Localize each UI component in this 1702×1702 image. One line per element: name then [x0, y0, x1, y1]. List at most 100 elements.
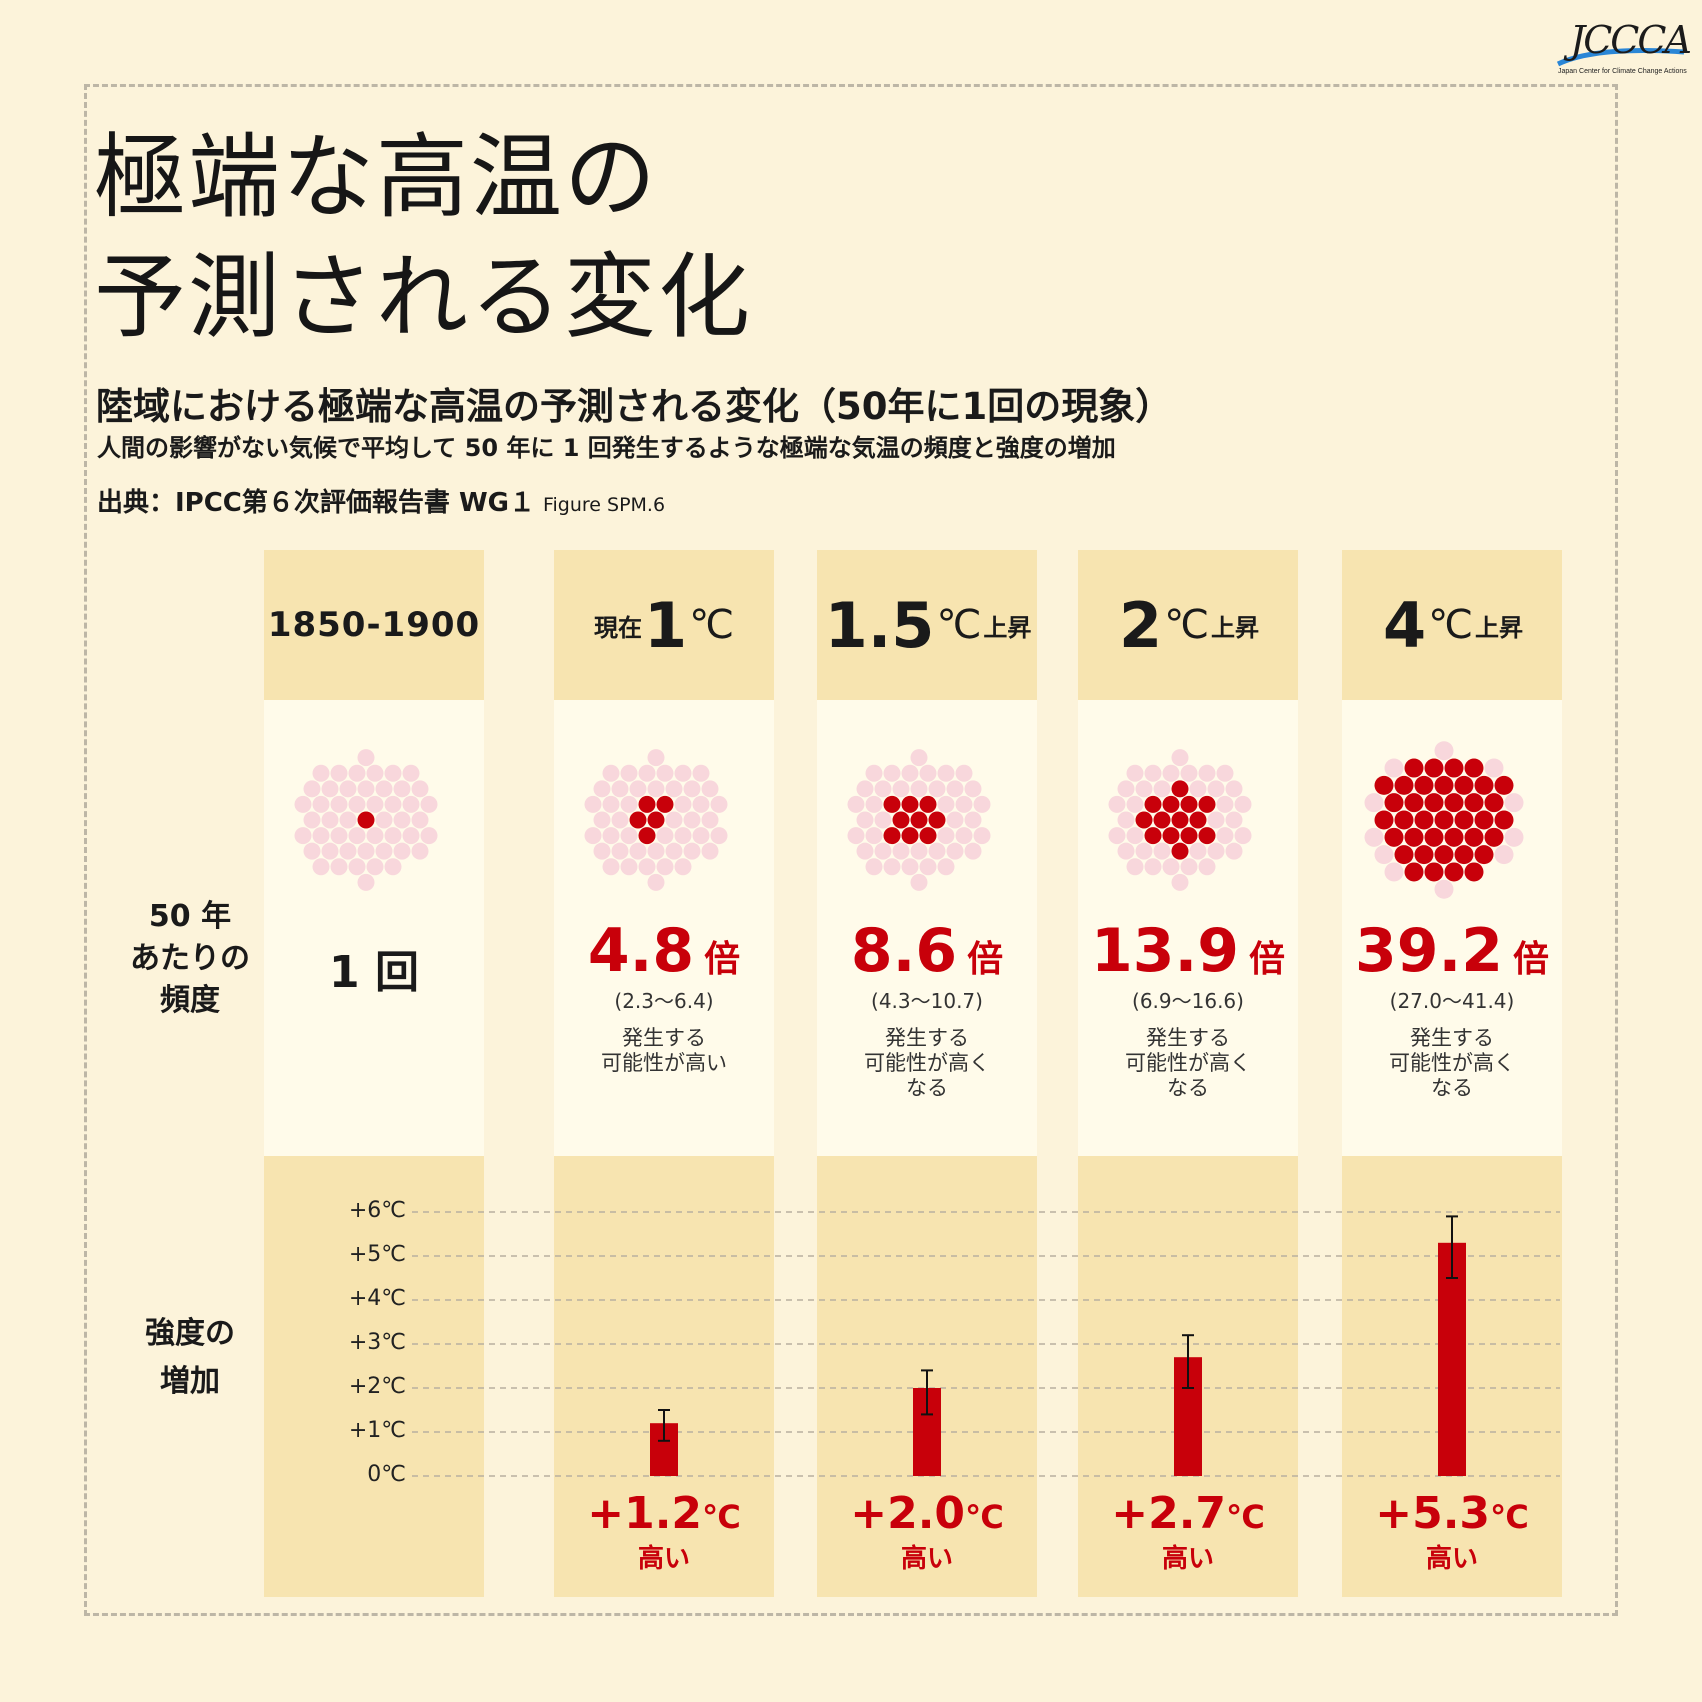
frequency-dot-highlighted	[1494, 810, 1514, 830]
intensity-high-label: 高い	[637, 1544, 690, 1574]
frequency-dot	[928, 780, 946, 798]
frequency-dot	[1162, 764, 1180, 782]
frequency-dot-highlighted	[1444, 862, 1464, 882]
frequency-dot-highlighted	[1444, 758, 1464, 778]
frequency-dot	[384, 827, 402, 845]
frequency-dot	[339, 842, 357, 860]
likelihood-text: 発生する 可能性が高く なる	[1342, 1026, 1562, 1101]
frequency-dot	[883, 858, 901, 876]
frequency-dot	[375, 842, 393, 860]
column-header: 1850-1900	[264, 550, 484, 700]
jccca-logo: JCCCA Japan Center for Climate Change Ac…	[1556, 16, 1692, 80]
frequency-dot-highlighted	[1171, 811, 1189, 829]
intensity-high-label: 高い	[900, 1544, 953, 1574]
frequency-dot	[411, 780, 429, 798]
base-count-label: 1 回	[329, 947, 419, 998]
frequency-dot	[865, 795, 883, 813]
title-line-1: 極端な高温の	[94, 124, 659, 231]
frequency-dot	[294, 795, 312, 813]
column-header: 2 ℃ 上昇	[1078, 550, 1298, 700]
frequency-dot	[593, 811, 611, 829]
intensity-unit: ℃	[1226, 1498, 1265, 1536]
intensity-high-label: 高い	[1161, 1544, 1214, 1574]
frequency-dot-highlighted	[1484, 827, 1504, 847]
y-tick-label: +1℃	[348, 1418, 406, 1443]
frequency-dot	[321, 842, 339, 860]
frequency-dot	[910, 842, 928, 860]
intensity-number: +2.7	[1111, 1488, 1227, 1539]
frequency-dot	[1153, 780, 1171, 798]
frequency-dot	[1135, 780, 1153, 798]
frequency-dot	[1374, 845, 1394, 865]
frequency-dot-highlighted	[1135, 811, 1153, 829]
frequency-dot	[1207, 780, 1225, 798]
frequency-dot	[348, 858, 366, 876]
error-bar	[1446, 1215, 1458, 1279]
frequency-dot	[620, 795, 638, 813]
row-label-frequency-line: 50 年	[148, 899, 232, 934]
frequency-dot	[865, 764, 883, 782]
frequency-dot	[366, 827, 384, 845]
frequency-dot	[910, 780, 928, 798]
frequency-dot	[683, 811, 701, 829]
source-figure: Figure SPM.6	[542, 494, 666, 516]
frequency-dot	[1117, 842, 1135, 860]
likelihood-line: なる	[1431, 1076, 1473, 1100]
frequency-dot	[937, 858, 955, 876]
frequency-dot-highlighted	[647, 811, 665, 829]
frequency-dot	[339, 780, 357, 798]
frequency-dot	[330, 795, 348, 813]
frequency-dot-highlighted	[1474, 845, 1494, 865]
frequency-dot	[955, 795, 973, 813]
frequency-dot	[955, 827, 973, 845]
frequency-dot	[674, 795, 692, 813]
frequency-multiplier: 4.8 倍	[554, 916, 774, 986]
frequency-dot	[593, 842, 611, 860]
frequency-dot	[312, 795, 330, 813]
frequency-dot	[1494, 845, 1514, 865]
likelihood-line: なる	[906, 1076, 948, 1100]
frequency-dot-highlighted	[1474, 810, 1494, 830]
frequency-dot-highlighted	[638, 795, 656, 813]
frequency-dot	[602, 795, 620, 813]
frequency-dot	[620, 764, 638, 782]
frequency-dot	[393, 780, 411, 798]
y-tick-label: +5℃	[348, 1242, 406, 1267]
frequency-dot	[683, 842, 701, 860]
error-bar	[1182, 1334, 1194, 1389]
multiplier-unit: 倍	[1513, 939, 1550, 980]
frequency-dot	[1117, 780, 1135, 798]
frequency-dot	[946, 842, 964, 860]
frequency-dot-highlighted	[1171, 842, 1189, 860]
frequency-dot	[683, 780, 701, 798]
frequency-dot	[1504, 793, 1524, 813]
column-intensity-bg	[554, 1156, 774, 1597]
column-header-tail: 上昇	[1211, 613, 1260, 642]
frequency-dot	[892, 780, 910, 798]
frequency-dot	[847, 827, 865, 845]
frequency-dot	[303, 842, 321, 860]
frequency-dot	[910, 873, 928, 891]
frequency-dot	[665, 811, 683, 829]
frequency-dot	[1504, 827, 1524, 847]
title-line-2: 予測される変化	[94, 244, 753, 351]
column-header-bg	[264, 550, 484, 700]
frequency-dot	[701, 842, 719, 860]
intensity-number: +5.3	[1375, 1488, 1491, 1539]
column-header-unit: ℃	[1164, 602, 1210, 648]
frequency-dot-highlighted	[1424, 827, 1444, 847]
frequency-dot-highlighted	[1153, 811, 1171, 829]
frequency-dot-highlighted	[1424, 862, 1444, 882]
frequency-dot-highlighted	[638, 827, 656, 845]
row-label-intensity: 強度の 増加	[120, 1310, 260, 1406]
frequency-dot	[330, 827, 348, 845]
likelihood-line: 発生する	[622, 1026, 706, 1050]
frequency-dot	[710, 795, 728, 813]
frequency-dot	[656, 827, 674, 845]
frequency-dot-highlighted	[919, 827, 937, 845]
frequency-dot	[692, 827, 710, 845]
row-label-intensity-line: 増加	[160, 1364, 220, 1399]
frequency-dot	[856, 780, 874, 798]
error-bar	[921, 1369, 933, 1416]
frequency-dot	[919, 858, 937, 876]
